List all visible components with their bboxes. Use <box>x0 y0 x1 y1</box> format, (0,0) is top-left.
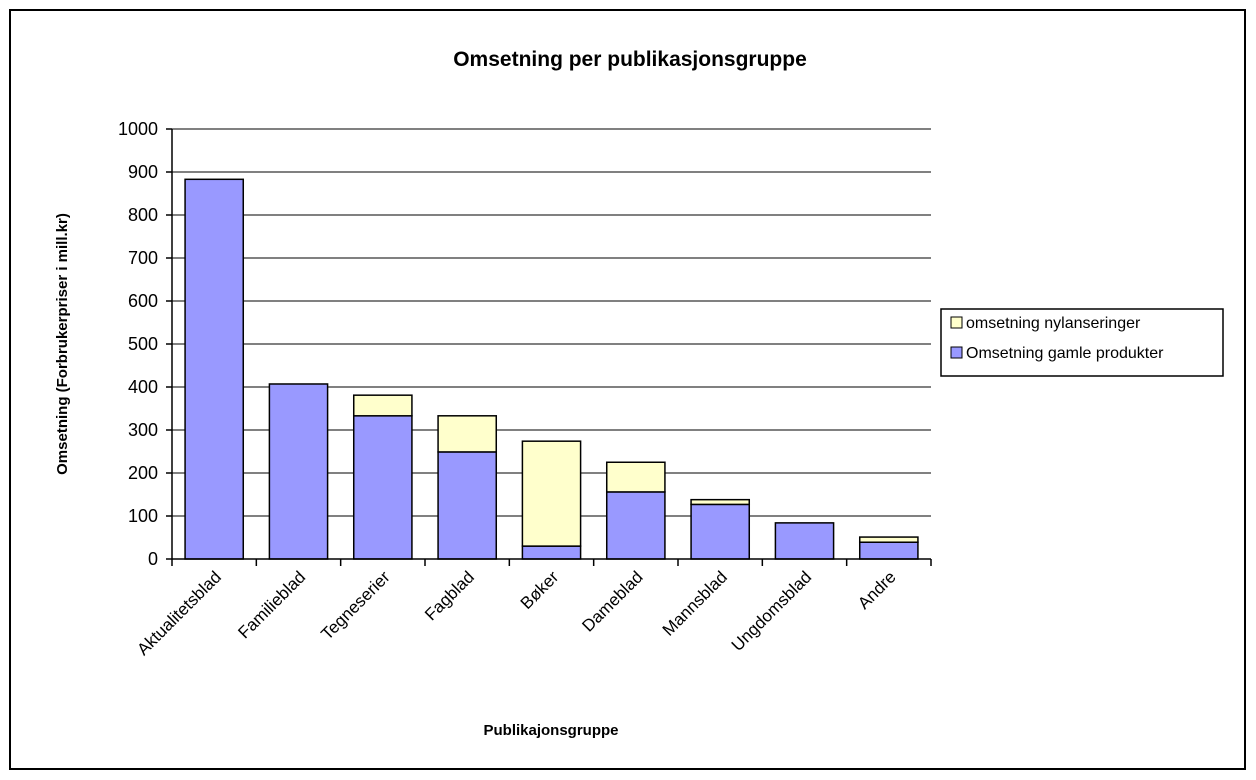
x-tick-label: Bøker <box>517 567 563 613</box>
bar-segment-gamle <box>521 545 582 560</box>
y-axis-title: Omsetning (Forbrukerpriser i mill.kr) <box>54 213 71 475</box>
legend-box <box>940 308 1224 377</box>
bar-segment-gamle <box>268 383 329 560</box>
y-tick-label: 700 <box>128 248 158 268</box>
legend-swatch <box>950 346 963 359</box>
legend: omsetning nylanseringer Omsetning gamle p… <box>940 308 1224 377</box>
bar-segment-gamle <box>858 541 919 560</box>
y-tick-label: 200 <box>128 463 158 483</box>
bar-segment-nylanseringer <box>521 440 582 547</box>
y-tick-label: 0 <box>148 549 158 569</box>
y-tick-label: 300 <box>128 420 158 440</box>
y-tick-label: 500 <box>128 334 158 354</box>
y-tick-label: 1000 <box>118 119 158 139</box>
axes <box>166 128 932 566</box>
chart-title: Omsetning per publikasjonsgruppe <box>453 48 807 71</box>
bar-segment-nylanseringer <box>858 536 919 543</box>
y-tick-label: 800 <box>128 205 158 225</box>
y-tick-label: 400 <box>128 377 158 397</box>
bar-segment-nylanseringer <box>352 394 413 417</box>
y-tick-label: 900 <box>128 162 158 182</box>
y-tick-label: 100 <box>128 506 158 526</box>
bar-segment-nylanseringer <box>690 498 751 506</box>
legend-label: omsetning nylanseringer <box>966 315 1141 332</box>
x-axis-title: Publikajonsgruppe <box>483 722 618 739</box>
bar-segment-gamle <box>184 178 245 560</box>
bar-segment-gamle <box>352 415 413 560</box>
bar-segment-gamle <box>774 522 835 560</box>
bar-segment-gamle <box>690 503 751 560</box>
x-tick-label: Ungdomsblad <box>728 567 816 655</box>
legend-items: omsetning nylanseringer Omsetning gamle p… <box>950 315 1164 362</box>
bars <box>184 178 919 560</box>
bar-segment-gamle <box>437 451 498 560</box>
x-tick-label: Dameblad <box>578 567 646 635</box>
y-tick-label: 600 <box>128 291 158 311</box>
x-tick-label: Andre <box>854 567 900 613</box>
x-tick-label: Tegneserier <box>317 567 393 643</box>
bar-segment-gamle <box>605 491 666 560</box>
x-tick-labels: Aktualitetsblad Familieblad Tegneserier Fag… <box>133 567 899 659</box>
x-tick-label: Familieblad <box>234 567 309 642</box>
x-tick-label: Fagblad <box>421 567 478 624</box>
x-tick-label: Mannsblad <box>659 567 731 639</box>
bar-segment-nylanseringer <box>605 461 666 493</box>
y-tick-labels: 0 100 200 300 400 500 600 700 800 900 1000 <box>118 119 158 569</box>
legend-label: Omsetning gamle produkter <box>966 345 1164 362</box>
x-tick-label: Aktualitetsblad <box>133 567 225 659</box>
bar-segment-nylanseringer <box>437 415 498 453</box>
legend-swatch <box>950 316 963 329</box>
